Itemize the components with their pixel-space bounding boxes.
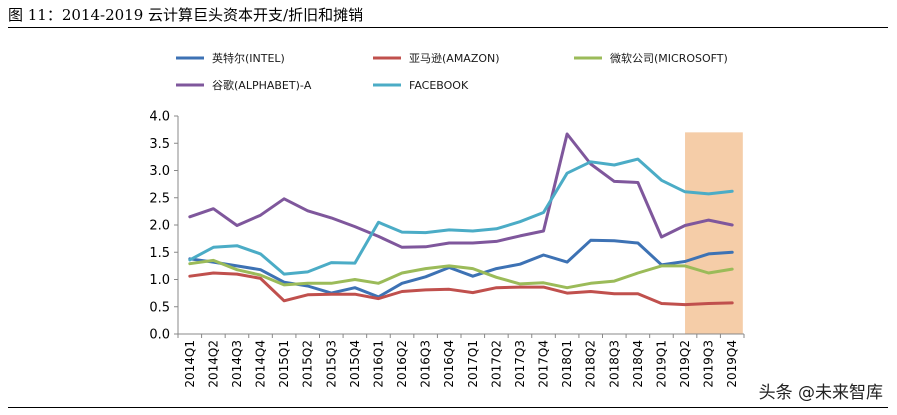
axis-layer: 0.0 0.5 1.0 1.5 2.0 2.5 3.0 3.5 4.0 2014Q1 2014Q2 2… [149,110,745,388]
x-tick-label: 2016Q1 [371,340,385,388]
series-line-2 [188,271,734,307]
x-tick-label: 2015Q2 [301,340,315,388]
y-tick-label: 3.5 [149,137,170,152]
y-tick-label: 2.5 [149,191,170,206]
series-line-5 [188,157,734,276]
x-tick-label: 2014Q1 [183,340,197,388]
legend-label-2: 亚马逊(AMAZON) [409,52,500,65]
x-tick-label: 2018Q3 [607,340,621,388]
x-tick-label: 2017Q4 [537,340,551,388]
x-tick-label: 2017Q3 [513,340,527,388]
x-tick-label: 2016Q3 [419,340,433,388]
y-tick-label: 1.0 [149,273,170,288]
x-tick-label: 2015Q4 [348,340,362,388]
legend-label-3: 微软公司(MICROSOFT) [610,51,728,65]
x-tick-label: 2018Q1 [560,340,574,388]
x-tick-label: 2019Q4 [725,340,739,388]
x-tick-label: 2019Q1 [654,340,668,388]
legend: 英特尔(INTEL) 亚马逊(AMAZON) 微软公司(MICROSOFT) 谷歌(A… [176,51,728,92]
watermark: 头条 @未来智库 [758,383,883,403]
x-tick-label: 2016Q4 [442,340,456,388]
y-tick-label: 1.5 [149,246,170,261]
highlight-band-layer [685,132,743,334]
x-tick-label: 2017Q2 [489,340,503,388]
bottom-rule [8,407,888,408]
x-tick-label: 2018Q4 [631,340,645,388]
x-tick-label: 2015Q1 [277,340,291,388]
x-tick-label: 2018Q2 [584,340,598,388]
legend-label-4: 谷歌(ALPHABET)-A [212,78,312,92]
x-tick-label: 2017Q1 [466,340,480,388]
x-tick-label: 2019Q2 [678,340,692,388]
series-line-1 [188,238,734,299]
y-tick-label: 2.0 [149,219,170,234]
x-tick-label: 2014Q2 [206,340,220,388]
x-tick-label: 2014Q4 [254,340,268,388]
legend-label-1: 英特尔(INTEL) [212,51,285,65]
highlight-band [685,132,743,334]
series-line-3 [188,258,734,290]
series-layer [188,132,734,307]
x-tick-label: 2019Q3 [702,340,716,388]
legend-label-5: FACEBOOK [409,79,469,92]
series-line-4 [188,132,734,249]
x-tick-label: 2016Q2 [395,340,409,388]
title-rule [8,27,888,28]
y-tick-label: 3.0 [149,164,170,179]
y-tick-label: 0.5 [149,300,170,315]
figure-title: 图 11：2014-2019 云计算巨头资本开支/折旧和摊销 [8,6,364,24]
y-tick-label: 0.0 [149,328,170,343]
x-tick-label: 2015Q3 [324,340,338,388]
y-tick-label: 4.0 [149,110,170,125]
x-tick-label: 2014Q3 [230,340,244,388]
